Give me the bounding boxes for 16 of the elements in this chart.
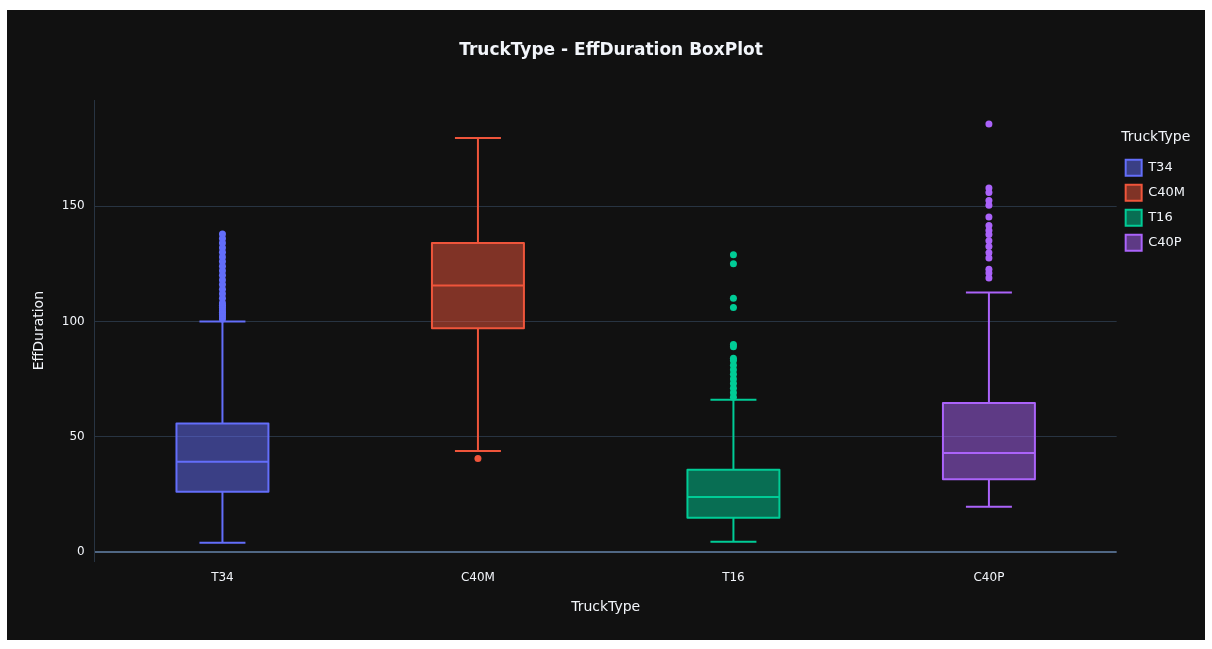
y-tick-label: 0 — [77, 543, 85, 558]
legend-label: T16 — [1147, 209, 1173, 225]
legend-label: C40M — [1148, 184, 1186, 200]
y-tick-label: 150 — [61, 198, 85, 213]
y-tick-label: 50 — [69, 428, 85, 443]
legend-label: C40P — [1148, 234, 1182, 250]
x-axis-title: TruckType — [570, 598, 641, 615]
x-tick-label: C40M — [460, 570, 495, 585]
legend-title: TruckType — [1120, 127, 1191, 144]
y-tick-label: 100 — [61, 313, 85, 328]
x-tick-label: T34 — [210, 570, 234, 585]
chart-title: TruckType - EffDuration BoxPlot — [459, 38, 763, 59]
y-axis-title: EffDuration — [30, 290, 47, 371]
x-tick-label: C40P — [973, 570, 1005, 585]
x-tick-label: T16 — [721, 570, 745, 585]
legend-label: T34 — [1147, 159, 1173, 175]
